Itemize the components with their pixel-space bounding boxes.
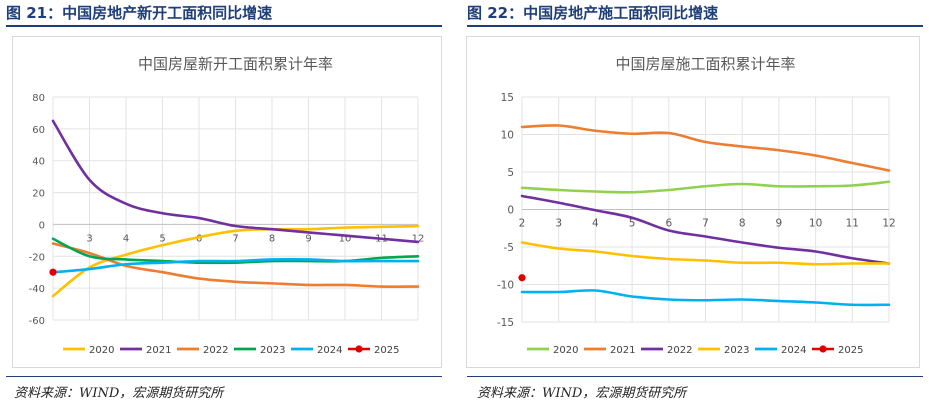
x-tick-label: 7 [702, 218, 709, 230]
x-tick-label: 4 [123, 233, 129, 244]
legend-label: 2024 [317, 345, 342, 356]
legend-item-2025: 2025 [348, 345, 399, 356]
y-tick-label: -20 [29, 252, 45, 263]
chart-panel-new-construction: 中国房屋新开工面积累计年率 80 60 40 20 0 -20 -40 -60 3 4 5 6 7 8 9 10… [12, 36, 442, 368]
y-tick-label: 60 [32, 125, 45, 136]
x-tick-label: 12 [412, 233, 425, 244]
chart-title: 中国房屋施工面积累计年率 [615, 55, 795, 73]
legend-label: 2025 [838, 345, 863, 356]
x-tick-label: 9 [776, 218, 783, 230]
legend-label: 2020 [553, 345, 578, 356]
legend-item-2024: 2024 [291, 345, 342, 356]
legend-label: 2021 [146, 345, 171, 356]
x-tick-label: 5 [629, 218, 636, 230]
y-tick-label: 15 [501, 92, 514, 104]
figure-21-title-rule [6, 25, 442, 27]
legend-item-2020: 2020 [527, 345, 578, 356]
figure-22-title-rule [467, 25, 923, 27]
y-tick-label: -5 [504, 242, 514, 254]
series-2025-point [518, 274, 526, 282]
legend-label: 2022 [667, 345, 692, 356]
series-2023-line [520, 241, 891, 266]
figure-22-source: 资料来源：WIND，宏源期货研究所 [477, 386, 687, 401]
series-2025-point [49, 268, 57, 276]
y-tick-label: -60 [29, 316, 45, 327]
chart-new-construction-svg: 中国房屋新开工面积累计年率 80 60 40 20 0 -20 -40 -60 3 4 5 6 7 8 9 10… [29, 55, 425, 356]
x-tick-label: 2 [519, 218, 526, 230]
chart-panel-under-construction: 中国房屋施工面积累计年率 15 10 5 0 -5 -10 -15 2 3 4 5 6 7 8 9 10 11 12… [466, 36, 920, 368]
x-tick-label: 10 [809, 218, 822, 230]
x-tick-label: 6 [665, 218, 672, 230]
legend-item-2022: 2022 [177, 345, 228, 356]
legend-item-2023: 2023 [698, 345, 749, 356]
legend-label: 2023 [724, 345, 749, 356]
series-2021-line [51, 119, 420, 244]
figure-21-title: 图 21：中国房地产新开工面积同比增速 [6, 4, 273, 22]
x-tick-label: 3 [555, 218, 562, 230]
y-tick-label: 40 [32, 157, 45, 168]
legend-label: 2022 [203, 345, 228, 356]
legend-item-2020: 2020 [63, 345, 114, 356]
x-tick-label: 4 [592, 218, 599, 230]
legend-label: 2020 [89, 345, 114, 356]
x-tick-label: 6 [196, 233, 202, 244]
legend-label: 2021 [610, 345, 635, 356]
x-tick-label: 8 [269, 233, 275, 244]
x-tick-label: 10 [339, 233, 352, 244]
y-tick-label: -40 [29, 284, 45, 295]
legend-item-2023: 2023 [234, 345, 285, 356]
legend-label: 2025 [374, 345, 399, 356]
y-tick-label: 80 [32, 93, 45, 104]
legend-item-2021: 2021 [120, 345, 171, 356]
chart-under-construction-svg: 中国房屋施工面积累计年率 15 10 5 0 -5 -10 -15 2 3 4 5 6 7 8 9 10 11 12… [497, 55, 896, 356]
y-tick-label: 10 [501, 130, 514, 142]
legend-marker [355, 345, 363, 353]
x-tick-label: 8 [739, 218, 746, 230]
y-tick-label: 5 [507, 167, 514, 179]
y-tick-label: 0 [507, 205, 514, 217]
series-2020-line [51, 224, 420, 298]
x-tick-label: 9 [305, 233, 311, 244]
legend-marker [819, 345, 827, 353]
figure-22-bottom-rule [467, 376, 923, 377]
x-tick-label: 3 [86, 233, 92, 244]
x-tick-label: 12 [882, 218, 895, 230]
series-2021-line [520, 124, 891, 172]
x-tick-label: 5 [159, 233, 165, 244]
x-tick-label: 11 [846, 218, 859, 230]
series-2020-line [520, 180, 891, 194]
legend-label: 2023 [260, 345, 285, 356]
y-tick-label: -15 [497, 317, 514, 329]
legend-item-2024: 2024 [755, 345, 806, 356]
legend-item-2021: 2021 [584, 345, 635, 356]
legend-item-2025: 2025 [812, 345, 863, 356]
figure-21-source: 资料来源：WIND，宏源期货研究所 [14, 386, 224, 401]
y-tick-label: 20 [32, 189, 45, 200]
y-tick-label: 0 [39, 220, 45, 231]
x-tick-label: 7 [232, 233, 238, 244]
chart-title: 中国房屋新开工面积累计年率 [138, 55, 333, 73]
series-2024-line [520, 289, 891, 307]
series-2022-line [520, 194, 891, 265]
y-tick-label: -10 [497, 280, 514, 292]
series-2024-line [51, 257, 420, 274]
figure-21-bottom-rule [6, 376, 442, 377]
figure-22-title: 图 22：中国房地产施工面积同比增速 [467, 4, 719, 22]
legend-item-2022: 2022 [641, 345, 692, 356]
series-2022-line [51, 242, 420, 288]
legend-label: 2024 [781, 345, 806, 356]
